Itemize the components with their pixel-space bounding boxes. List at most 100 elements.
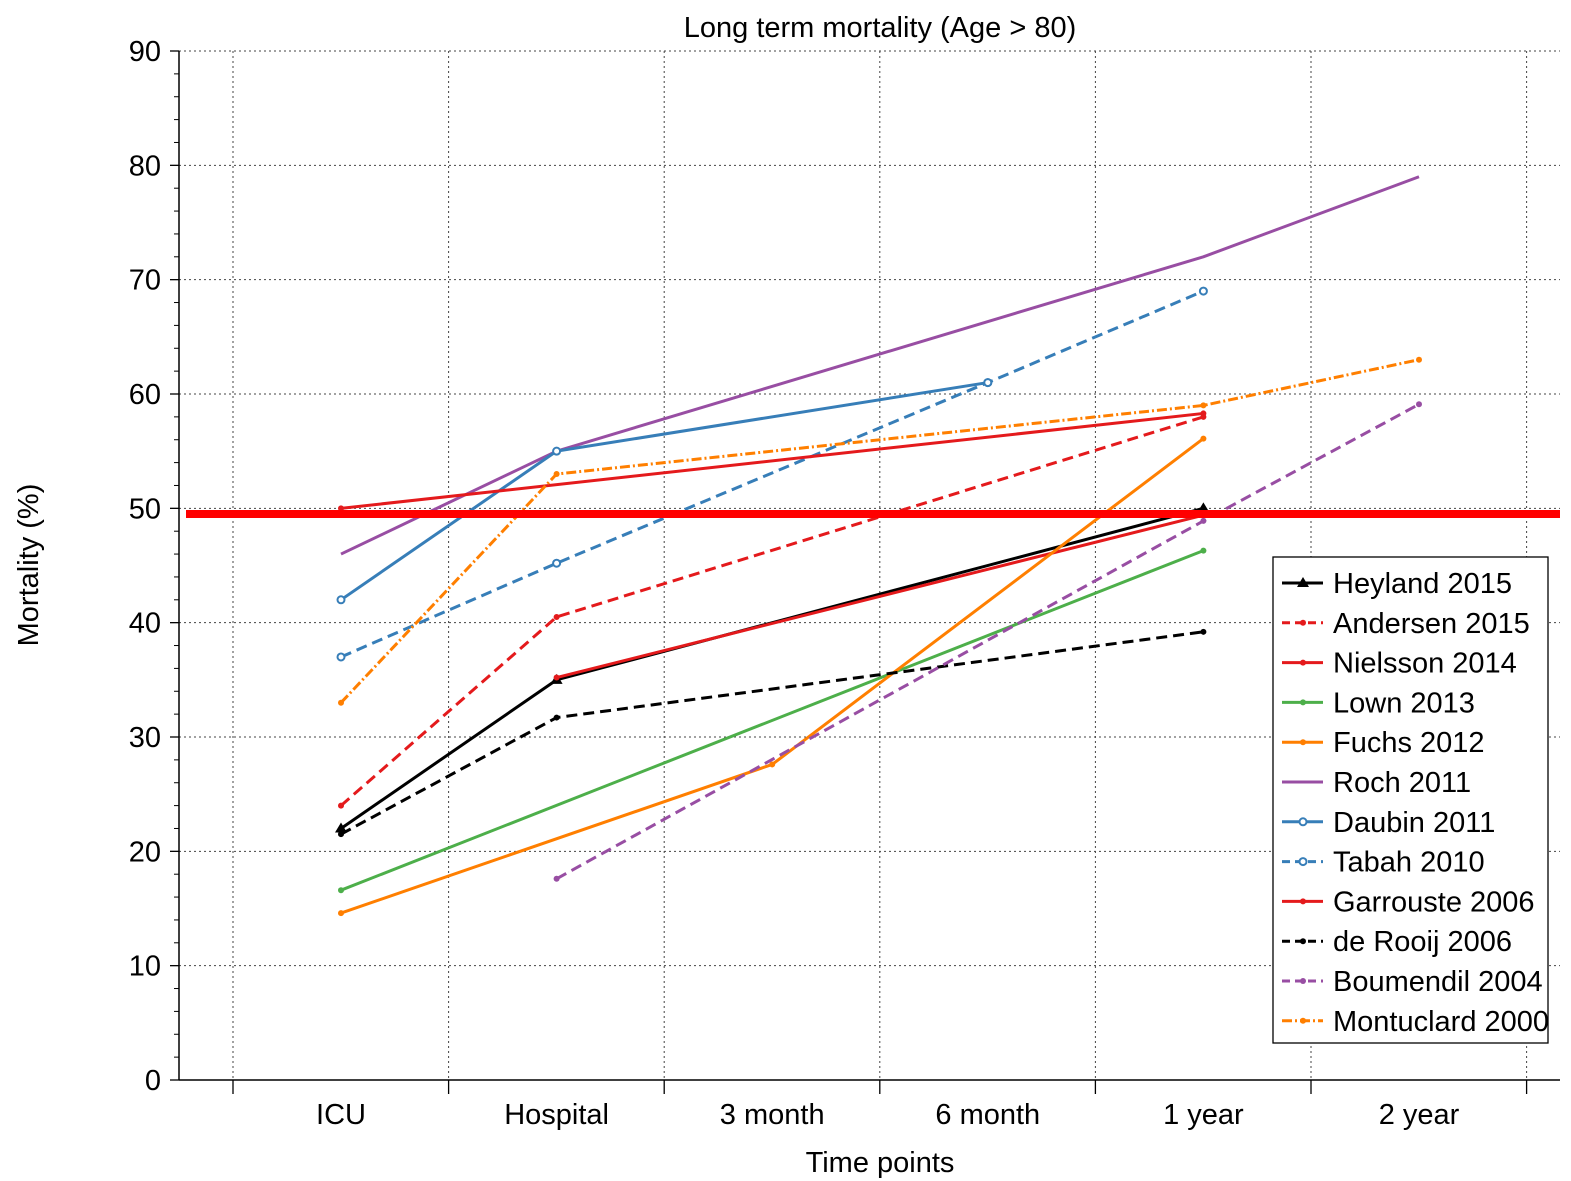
data-point — [1200, 410, 1207, 417]
data-point — [338, 505, 344, 512]
data-point — [1416, 356, 1422, 363]
legend-entry: Heyland 2015 — [1282, 568, 1512, 600]
grid-layer — [179, 50, 1560, 1080]
legend-marker — [1300, 699, 1306, 706]
series-heyland-2015 — [335, 502, 1210, 833]
series-line — [340, 549, 1204, 892]
legend-marker — [1300, 1017, 1306, 1024]
legend-marker — [1298, 817, 1308, 827]
data-point — [1200, 547, 1207, 554]
legend-marker — [1300, 659, 1306, 666]
series-montuclard-2000 — [338, 356, 1422, 706]
series-layer — [335, 175, 1422, 917]
x-tick-label: Hospital — [504, 1099, 609, 1131]
series-andersen-2015 — [338, 413, 1207, 809]
y-tick-label: 90 — [129, 36, 161, 68]
series-line — [340, 175, 1420, 556]
series-line — [340, 289, 1204, 659]
data-point — [335, 822, 347, 833]
series-fuchs-2012 — [338, 435, 1207, 917]
legend-label: Lown 2013 — [1333, 687, 1475, 719]
data-point — [338, 699, 344, 706]
y-tick-label: 50 — [129, 493, 161, 525]
series-line — [556, 513, 1204, 680]
data-point — [552, 558, 562, 568]
legend: Heyland 2015 Andersen 2015 Nielsson 2014 Lo… — [1272, 556, 1549, 1044]
y-tick-label: 0 — [145, 1065, 161, 1097]
legend-label: Tabah 2010 — [1333, 847, 1485, 879]
legend-label: Fuchs 2012 — [1333, 727, 1485, 759]
data-point — [553, 714, 560, 721]
legend-entry: Fuchs 2012 — [1282, 727, 1485, 759]
data-point — [1200, 435, 1207, 442]
y-tick-label: 40 — [129, 608, 161, 640]
legend-marker — [1297, 577, 1309, 587]
legend-label: Montuclard 2000 — [1333, 1006, 1549, 1038]
y-tick-label: 10 — [129, 951, 161, 983]
data-point — [553, 674, 560, 681]
chart-title: Long term mortality (Age > 80) — [684, 12, 1076, 44]
legend-entry: Roch 2011 — [1282, 767, 1471, 799]
legend-label: Boumendil 2004 — [1333, 966, 1543, 998]
legend-entry: Tabah 2010 — [1282, 847, 1485, 879]
y-axis-title: Mortality (%) — [13, 484, 45, 647]
legend-marker — [1300, 898, 1306, 905]
y-tick-label: 20 — [129, 836, 161, 868]
legend-box — [1272, 556, 1549, 1044]
legend-entry: Boumendil 2004 — [1282, 966, 1543, 998]
data-point — [336, 595, 346, 605]
y-tick-label: 80 — [129, 150, 161, 182]
series-line — [340, 506, 1204, 830]
series-boumendil-2004 — [553, 401, 1422, 882]
series-roch-2011 — [340, 175, 1420, 556]
legend-label: Roch 2011 — [1333, 767, 1471, 799]
legend-entry: Nielsson 2014 — [1282, 648, 1517, 680]
y-tick-label: 30 — [129, 722, 161, 754]
x-tick-label: 6 month — [935, 1099, 1040, 1131]
axes-layer: 0 10 20 30 40 50 60 70 80 90 ICU Hospital 3 month 6 m… — [129, 36, 1560, 1131]
series-tabah-2010 — [336, 286, 1208, 662]
legend-marker — [1300, 978, 1306, 984]
legend-marker — [1300, 619, 1306, 626]
series-line — [339, 358, 1420, 704]
y-tick-label: 70 — [129, 265, 161, 297]
data-point — [338, 802, 344, 809]
series-de-rooij-2006 — [338, 628, 1207, 838]
data-point — [552, 446, 562, 456]
legend-entry: Garrouste 2006 — [1282, 886, 1535, 918]
data-point — [553, 613, 560, 620]
data-point — [769, 761, 776, 768]
legend-label: de Rooij 2006 — [1333, 926, 1512, 958]
data-point — [336, 652, 346, 662]
data-point — [1197, 502, 1210, 513]
data-point — [1200, 402, 1207, 409]
legend-entry: de Rooij 2006 — [1282, 926, 1512, 958]
legend-entry: Montuclard 2000 — [1282, 1006, 1549, 1038]
series-lown-2013 — [338, 547, 1207, 894]
data-point — [1200, 517, 1207, 524]
data-point — [338, 831, 344, 838]
legend-label: Andersen 2015 — [1333, 608, 1530, 640]
data-point — [338, 887, 344, 894]
data-point — [1198, 286, 1208, 296]
legend-marker — [1300, 739, 1306, 746]
data-point — [338, 910, 344, 917]
legend-label: Garrouste 2006 — [1333, 886, 1535, 918]
x-tick-label: 2 year — [1379, 1099, 1460, 1131]
legend-entry: Andersen 2015 — [1282, 608, 1530, 640]
data-point — [553, 471, 560, 478]
data-point — [1200, 628, 1207, 635]
data-point — [983, 378, 993, 388]
y-tick-label: 60 — [129, 379, 161, 411]
legend-entry: Daubin 2011 — [1282, 807, 1495, 839]
x-tick-label: 3 month — [720, 1099, 825, 1131]
data-point — [553, 875, 560, 882]
legend-entry: Lown 2013 — [1282, 687, 1475, 719]
x-tick-label: 1 year — [1163, 1099, 1244, 1131]
legend-label: Heyland 2015 — [1333, 568, 1512, 600]
x-axis-title: Time points — [806, 1147, 955, 1179]
legend-marker — [1298, 857, 1308, 867]
data-point — [1416, 401, 1422, 408]
series-line — [340, 415, 1204, 807]
